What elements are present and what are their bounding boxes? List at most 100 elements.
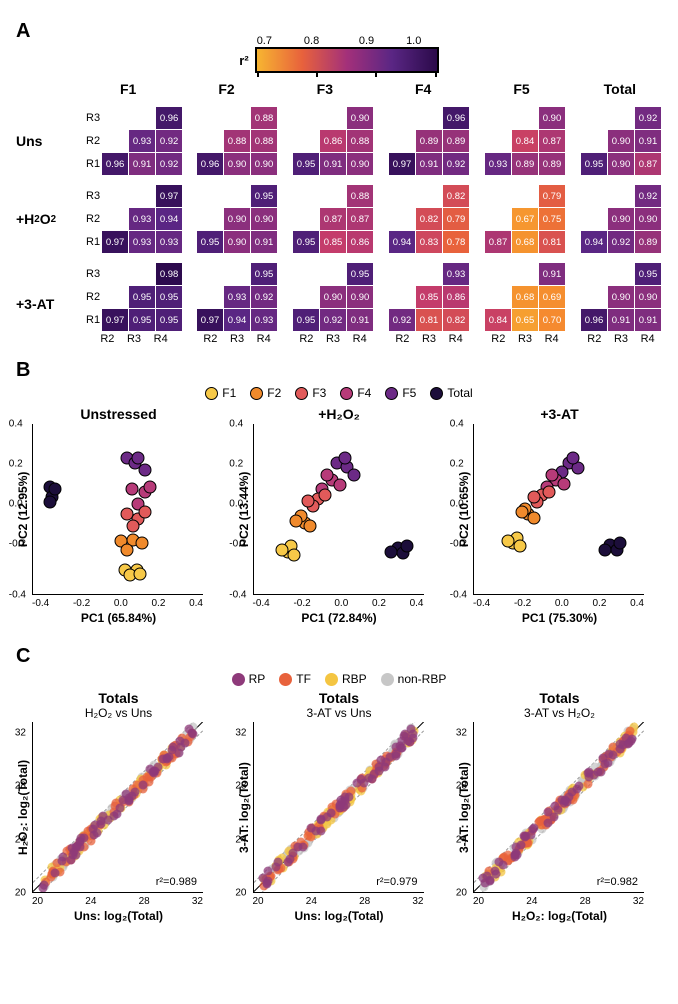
heatmap-cell xyxy=(129,185,155,207)
pca-point xyxy=(334,479,347,492)
heatmap-cell xyxy=(197,208,223,230)
pca-plot: +H₂O₂ PC2 (13.44%) 0.40.20.0-0.2-0.4 -0.… xyxy=(237,406,442,625)
heatmap-cell xyxy=(485,208,511,230)
heatmap-cell xyxy=(197,185,223,207)
heatmap-cell: 0.90 xyxy=(608,130,634,152)
heatmap: 0.960.890.890.970.910.92 xyxy=(388,107,470,175)
hm-col-title: F4 xyxy=(381,81,465,97)
scatter-title: Totals xyxy=(16,690,221,706)
pca-point xyxy=(400,540,413,553)
heatmap-cell: 0.93 xyxy=(129,130,155,152)
heatmap-cell: 0.89 xyxy=(443,130,469,152)
scatter-point xyxy=(262,879,271,888)
scatter-point xyxy=(385,752,394,761)
legend-item: non-RBP xyxy=(381,672,447,686)
scatter-point xyxy=(339,802,348,811)
heatmap-cell: 0.84 xyxy=(512,130,538,152)
pca-point xyxy=(49,482,62,495)
pca-point xyxy=(139,463,152,476)
heatmap-cell: 0.97 xyxy=(156,185,182,207)
scatter-point xyxy=(51,869,60,878)
pca-point xyxy=(44,496,57,509)
heatmap-cell: 0.93 xyxy=(129,231,155,253)
heatmap-cell xyxy=(581,208,607,230)
heatmap-cell: 0.91 xyxy=(416,153,442,175)
heatmap-cell: 0.69 xyxy=(539,286,565,308)
heatmap-cell: 0.95 xyxy=(251,185,277,207)
legend-item: RP xyxy=(232,672,266,686)
heatmap-cell xyxy=(416,107,442,129)
heatmap-cell xyxy=(102,263,128,285)
heatmap-cell: 0.91 xyxy=(539,263,565,285)
scatter-point xyxy=(544,819,553,828)
scatter-subtitle: H₂O₂ vs Uns xyxy=(16,706,221,720)
heatmap-cell xyxy=(512,185,538,207)
heatmap-cell: 0.95 xyxy=(156,309,182,331)
heatmap-cell xyxy=(581,107,607,129)
heatmap-cell: 0.95 xyxy=(251,263,277,285)
heatmap-cell: 0.90 xyxy=(224,231,250,253)
heatmap-cell: 0.96 xyxy=(197,153,223,175)
heatmap-cell: 0.95 xyxy=(581,153,607,175)
scatter-point xyxy=(596,767,605,776)
heatmap: 0.880.880.880.960.900.90 xyxy=(196,107,278,175)
r2-ticks: 0.7 0.8 0.9 1.0 xyxy=(257,35,437,47)
heatmap-cell: 0.81 xyxy=(539,231,565,253)
heatmap: 0.920.900.910.950.900.87 xyxy=(580,107,662,175)
heatmap-cell: 0.88 xyxy=(347,185,373,207)
pca-point xyxy=(527,491,540,504)
heatmap: 0.920.900.900.940.920.89 xyxy=(580,185,662,253)
heatmap-cell: 0.68 xyxy=(512,286,538,308)
pca-plot: +3-AT PC2 (10.65%) 0.40.20.0-0.2-0.4 -0.… xyxy=(457,406,662,625)
scatter-point xyxy=(189,730,198,739)
pca-point xyxy=(527,511,540,524)
heatmap-cell: 0.91 xyxy=(635,309,661,331)
scatter-point xyxy=(550,802,559,811)
heatmap: R3R2R10.960.930.920.960.910.92 xyxy=(86,107,182,175)
heatmap-cell: 0.97 xyxy=(102,231,128,253)
heatmap-cell xyxy=(129,263,155,285)
heatmap: 0.900.840.870.930.890.89 xyxy=(484,107,566,175)
heatmap-cell: 0.93 xyxy=(129,208,155,230)
heatmap-cell: 0.92 xyxy=(389,309,415,331)
r2-annotation: r²=0.979 xyxy=(376,876,417,888)
heatmap-cell xyxy=(320,107,346,129)
pca-point xyxy=(290,514,303,527)
heatmap-cell: 0.95 xyxy=(347,263,373,285)
heatmap-cell: 0.92 xyxy=(443,153,469,175)
panel-c-legend: RPTFRBPnon-RBP xyxy=(16,672,662,686)
scatter-point xyxy=(162,754,171,763)
heatmap-cell: 0.82 xyxy=(443,185,469,207)
heatmap: R3R2R10.980.950.950.970.950.95R2R3R4 xyxy=(86,263,182,345)
scatter-point xyxy=(406,725,415,734)
heatmap-cell: 0.97 xyxy=(197,309,223,331)
heatmap: 0.950.900.900.950.900.91 xyxy=(196,185,278,253)
heatmap-cell xyxy=(581,263,607,285)
pca-point xyxy=(288,548,301,561)
heatmap-cell xyxy=(129,107,155,129)
heatmap-cell xyxy=(389,130,415,152)
heatmap-cell: 0.96 xyxy=(581,309,607,331)
heatmap: 0.950.900.900.950.920.91R2R3R4 xyxy=(292,263,374,345)
heatmap-cell: 0.67 xyxy=(512,208,538,230)
pca-point xyxy=(318,489,331,502)
scatter-plot: Totals H₂O₂ vs Uns H₂O₂: log₂(Total) r²=… xyxy=(16,690,221,923)
pca-point xyxy=(144,480,157,493)
heatmap-cell xyxy=(293,130,319,152)
heatmap-cell xyxy=(485,130,511,152)
heatmap-cell xyxy=(102,208,128,230)
heatmap-cell xyxy=(581,286,607,308)
pca-point xyxy=(546,469,559,482)
pca-point xyxy=(127,520,140,533)
pca-point xyxy=(542,486,555,499)
heatmap-cell xyxy=(293,286,319,308)
pca-point xyxy=(135,537,148,550)
scatter-point xyxy=(364,774,373,783)
pca-point xyxy=(132,452,145,465)
heatmap-cell xyxy=(416,263,442,285)
heatmap-cell xyxy=(320,185,346,207)
heatmap-cell: 0.85 xyxy=(320,231,346,253)
heatmap-cell: 0.94 xyxy=(224,309,250,331)
heatmap-cell xyxy=(102,286,128,308)
scatter-point xyxy=(264,866,273,875)
